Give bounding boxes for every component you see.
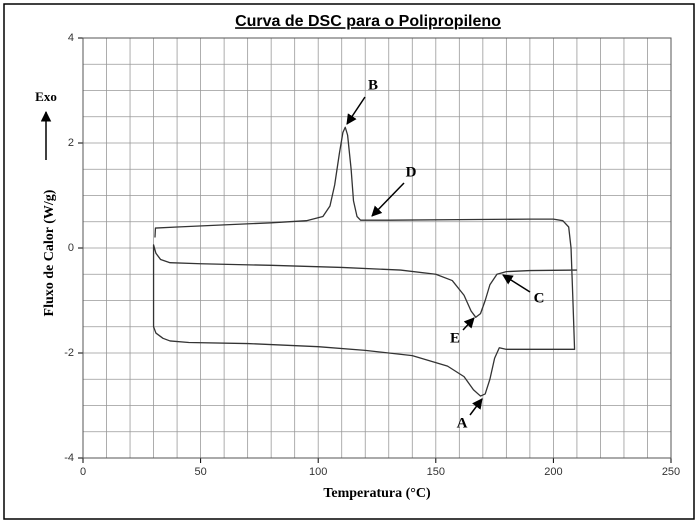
- y-tick-label: 0: [68, 242, 74, 254]
- chart-title: Curva de DSC para o Polipropileno: [235, 13, 501, 30]
- annotation-arrow: [462, 317, 475, 331]
- plot-area: 0 50 100 150 200 250 4 2 0 -2 -4: [64, 32, 680, 478]
- plot-border: [82, 37, 672, 459]
- annotation: C: [534, 290, 545, 306]
- x-tick-label: 50: [194, 466, 206, 478]
- x-tick-label: 0: [80, 466, 86, 478]
- annotation: E: [450, 330, 460, 346]
- annotation-arrow: [346, 96, 366, 125]
- x-tick-label: 100: [309, 466, 327, 478]
- x-tick-label: 150: [427, 466, 445, 478]
- y-tick-label: 4: [68, 32, 74, 44]
- x-tick-label: 250: [662, 466, 680, 478]
- y-tick-label: -4: [64, 452, 74, 464]
- x-axis-label: Temperatura (°C): [323, 486, 431, 501]
- data-line: [152, 126, 577, 397]
- annotation-arrow: [502, 274, 531, 293]
- annotation: D: [406, 164, 417, 180]
- annotation: B: [368, 77, 378, 93]
- annotation: A: [457, 415, 468, 431]
- y-tick-label: 2: [68, 137, 74, 149]
- annotation-arrow: [469, 398, 483, 416]
- annotations: A B C D E: [346, 77, 545, 431]
- x-tick-label: 200: [544, 466, 562, 478]
- exo-label: Exo: [35, 89, 57, 104]
- y-tick-label: -2: [64, 347, 74, 359]
- y-axis-label: Fluxo de Calor (W/g): [42, 189, 57, 316]
- frame: [3, 3, 695, 520]
- annotation-arrow: [371, 182, 405, 217]
